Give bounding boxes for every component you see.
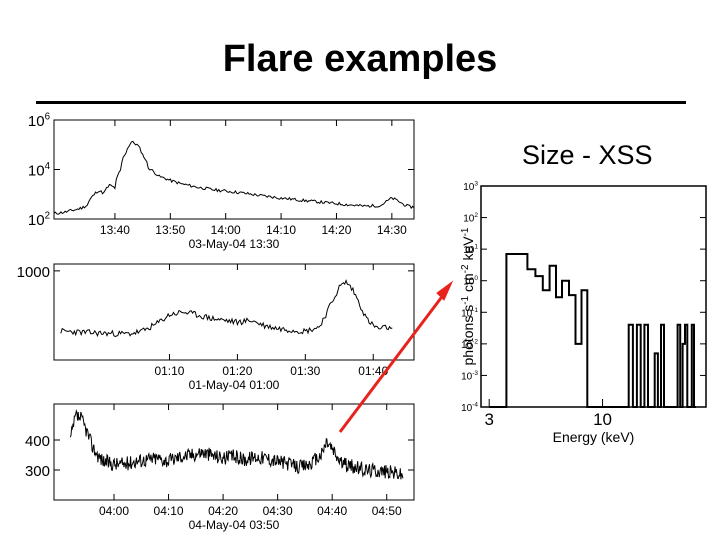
x-tick-label: 04:20: [208, 504, 238, 518]
y-tick-label: 1000: [17, 264, 50, 281]
x-axis-label: 04-May-04 03:50: [189, 518, 280, 532]
plot-frame: [53, 263, 415, 361]
x-tick-label: 14:10: [266, 223, 296, 237]
lightcurve-panel-2: 01:10 01:20 01:30 01:40 01-May-04 01:00 1000: [17, 263, 415, 392]
y-tick-label: 102: [463, 212, 478, 225]
x-tick-label: 04:40: [317, 504, 347, 518]
x-tick-label: 10: [593, 410, 612, 429]
x-tick-label: 01:30: [290, 364, 320, 378]
lightcurve-panel-1: 13:40 13:50 14:00 14:10 14:20 14:30 03-May-04 …: [53, 119, 415, 251]
y-tick-label: 10-3: [461, 370, 478, 383]
lightcurve-series: [69, 409, 404, 480]
x-tick-label: 14:20: [321, 223, 351, 237]
annotation-arrow-head: [436, 280, 454, 301]
x-tick-label: 04:50: [372, 504, 402, 518]
plot-frame: [480, 185, 707, 408]
x-axis-label: Energy (keV): [553, 429, 635, 445]
x-tick-label: 04:30: [263, 504, 293, 518]
x-tick-label: 14:30: [377, 223, 407, 237]
x-tick-label: 01:10: [154, 364, 184, 378]
y-tick-label: 104: [28, 161, 51, 180]
x-tick-label: 04:00: [99, 504, 129, 518]
x-tick-label: 01:40: [358, 364, 388, 378]
lightcurve-series: [60, 279, 393, 338]
y-tick-label: 10-1: [461, 307, 478, 320]
x-axis-label: 03-May-04 13:30: [189, 237, 280, 251]
y-axis-label: photons s-1 cm-2 keV-1: [460, 227, 476, 365]
lightcurve-panel-3: 04:00 04:10 04:20 04:30 04:40 04:50 04-May-04 …: [25, 403, 415, 532]
y-tick-label: 10-2: [461, 338, 478, 351]
x-tick-label: 04:10: [154, 504, 184, 518]
x-tick-label: 14:00: [211, 223, 241, 237]
spectrum-histogram: [489, 253, 697, 408]
x-axis-label: 01-May-04 01:00: [189, 378, 280, 392]
slide-title: Flare examples: [222, 38, 498, 80]
lightcurve-series: [53, 140, 415, 215]
x-tick-label: 01:20: [222, 364, 252, 378]
y-tick-label: 400: [25, 433, 50, 450]
y-tick-label: 300: [25, 463, 50, 480]
y-tick-label: 100: [463, 275, 478, 288]
x-tick-label: 13:50: [155, 223, 185, 237]
y-tick-label: 10-4: [461, 402, 478, 415]
x-tick-label: 13:40: [100, 223, 130, 237]
plot-frame: [53, 403, 415, 501]
y-tick-label: 101: [463, 244, 478, 257]
y-tick-label: 106: [28, 111, 50, 130]
y-tick-label: 102: [28, 210, 50, 229]
title-rule: [36, 101, 686, 104]
spectrum-caption: Size - XSS: [522, 140, 653, 170]
x-tick-label: 3: [484, 410, 493, 429]
y-tick-label: 103: [463, 181, 478, 194]
annotation-arrow: [338, 289, 449, 433]
